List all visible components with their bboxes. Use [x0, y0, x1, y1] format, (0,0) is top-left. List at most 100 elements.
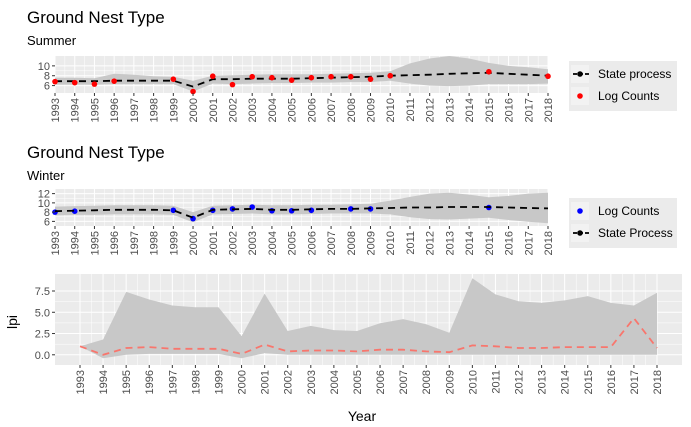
x-tick-label: 2002	[283, 370, 295, 394]
data-point	[308, 74, 315, 81]
x-tick-label: 2017	[523, 98, 535, 122]
data-point	[190, 88, 196, 95]
x-tick-label: 1993	[50, 98, 62, 122]
data-point	[308, 207, 315, 214]
panel1-subtitle: Summer	[27, 33, 77, 48]
data-point	[71, 208, 78, 214]
x-tick-label: 1996	[109, 98, 121, 122]
x-tick-label: 1994	[70, 98, 82, 122]
x-tick-label: 2007	[326, 231, 338, 255]
data-point	[249, 73, 255, 80]
x-tick-label: 2008	[346, 231, 358, 255]
legend-point	[577, 71, 583, 77]
x-tick-label: 1996	[144, 370, 156, 394]
x-tick-label: 2012	[425, 231, 437, 255]
x-tick-label: 2018	[652, 370, 664, 394]
x-tick-label: 2004	[267, 231, 279, 255]
x-tick-label: 1993	[75, 370, 87, 394]
x-tick-label: 2000	[188, 231, 200, 255]
x-tick-label: 2014	[560, 370, 572, 394]
y-tick-label: 10	[38, 61, 50, 73]
legend-point	[577, 208, 583, 214]
x-tick-label: 2007	[398, 370, 410, 394]
legend-label: State Process	[598, 226, 673, 240]
x-tick-label: 1995	[121, 370, 133, 394]
data-point	[545, 73, 551, 80]
x-tick-label: 2008	[421, 370, 433, 394]
data-point	[71, 79, 78, 86]
x-tick-label: 1999	[168, 98, 180, 122]
x-tick-label: 2015	[583, 370, 595, 394]
data-point	[170, 76, 177, 82]
x-tick-label: 1998	[190, 370, 202, 394]
x-tick-label: 2011	[405, 231, 417, 255]
series-line	[55, 71, 549, 88]
y-tick-label: 2.5	[35, 329, 50, 341]
x-tick-label: 2006	[375, 370, 387, 394]
x-tick-label: 2010	[467, 370, 479, 394]
legend-point	[577, 93, 583, 99]
y-tick-label: 0.0	[35, 350, 50, 362]
panel3-xlabel: Year	[348, 408, 377, 424]
x-tick-label: 1993	[50, 231, 62, 255]
x-tick-label: 1996	[109, 231, 121, 255]
x-tick-label: 2003	[247, 231, 259, 255]
x-tick-label: 2014	[464, 98, 476, 122]
panel3-plot: 0.0 2.5 5.0 7.5 1993 1994 1995 1996 1997 1998 1999…	[35, 274, 682, 394]
data-point	[348, 206, 354, 212]
data-point	[328, 73, 334, 80]
x-tick-label: 2018	[543, 231, 555, 255]
x-tick-label: 1995	[89, 98, 101, 122]
panel2-title: Ground Nest Type	[27, 143, 165, 162]
x-tick-label: 2002	[228, 98, 240, 122]
y-tick-label: 5.0	[35, 307, 50, 319]
legend-label: State process	[598, 67, 671, 81]
x-tick-label: 2011	[405, 98, 417, 122]
x-tick-label: 2003	[247, 98, 259, 122]
x-tick-label: 2015	[484, 231, 496, 255]
data-point	[52, 78, 58, 85]
legend-label: Log Counts	[598, 204, 659, 218]
panel2-subtitle: Winter	[27, 168, 65, 183]
x-tick-label: 2017	[629, 370, 641, 394]
data-point	[367, 76, 374, 82]
panel2-legend: Log Counts State Process	[569, 198, 677, 248]
uncertainty-band	[55, 192, 548, 224]
x-tick-label: 1999	[168, 231, 180, 255]
x-tick-label: 2004	[267, 98, 279, 122]
x-tick-label: 2018	[543, 98, 555, 122]
x-tick-label: 2005	[287, 98, 299, 122]
x-tick-label: 2009	[366, 231, 378, 255]
data-point	[269, 207, 275, 214]
panel1-title: Ground Nest Type	[27, 8, 165, 27]
x-tick-label: 1998	[149, 231, 161, 255]
panel1-legend: State process Log Counts	[569, 61, 677, 111]
y-tick-label: 10	[38, 198, 50, 210]
data-point	[111, 78, 117, 84]
x-tick-label: 1994	[98, 370, 110, 394]
x-tick-label: 2006	[306, 231, 318, 255]
x-tick-label: 2007	[326, 98, 338, 122]
y-tick-label: 7.5	[35, 286, 50, 298]
x-tick-label: 2001	[208, 98, 220, 122]
x-tick-label: 2001	[260, 370, 272, 394]
x-tick-label: 2009	[366, 98, 378, 122]
x-tick-label: 2000	[237, 370, 249, 394]
x-tick-label: 2006	[306, 98, 318, 122]
x-tick-label: 2013	[537, 370, 549, 394]
y-tick-label: 6	[44, 216, 50, 228]
uncertainty-band	[80, 278, 657, 359]
x-tick-label: 1998	[149, 98, 161, 122]
x-tick-label: 2005	[287, 231, 299, 255]
y-tick-label: 8	[44, 207, 50, 219]
data-point	[91, 81, 98, 87]
data-point	[348, 73, 354, 80]
data-point	[209, 73, 216, 80]
data-point	[288, 207, 295, 214]
x-tick-label: 2010	[385, 231, 397, 255]
x-tick-label: 2014	[464, 231, 476, 255]
x-tick-label: 1997	[129, 98, 141, 122]
